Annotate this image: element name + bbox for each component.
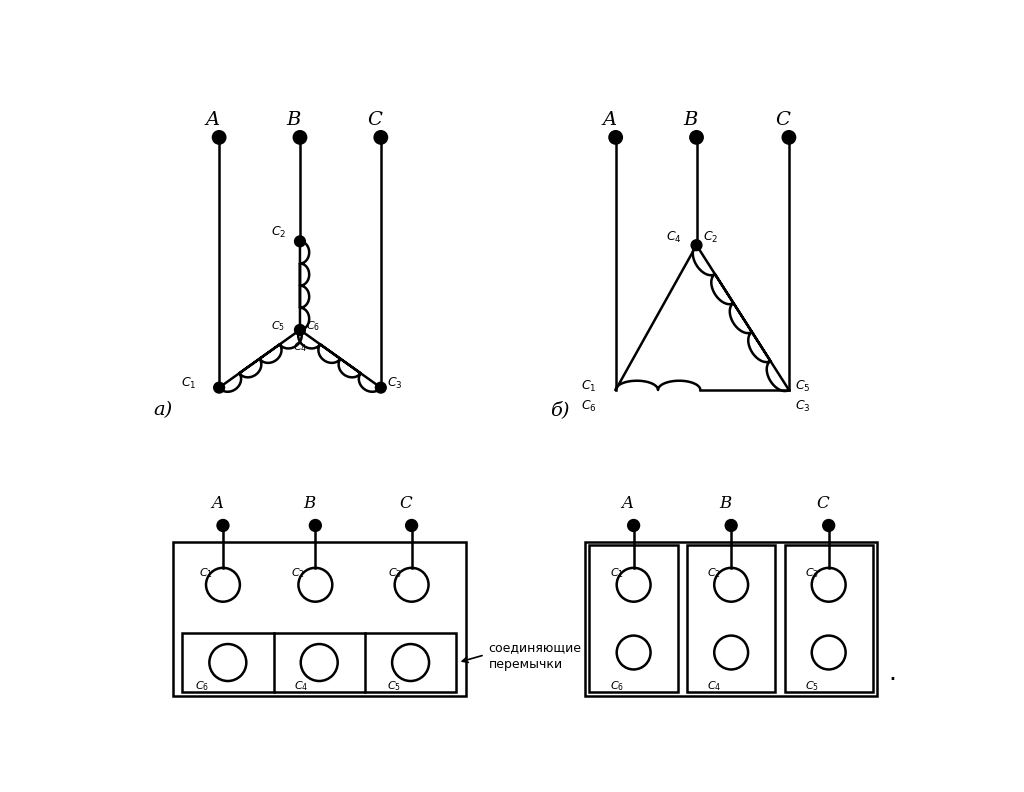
- Text: C: C: [399, 495, 412, 512]
- Text: B: B: [719, 495, 731, 512]
- Text: а): а): [154, 401, 173, 419]
- Circle shape: [726, 520, 736, 531]
- Text: .: .: [889, 661, 897, 685]
- Text: $C_5$: $C_5$: [805, 680, 819, 693]
- Text: $C_1$: $C_1$: [609, 566, 624, 580]
- Text: $C_4$: $C_4$: [707, 680, 721, 693]
- Bar: [182, 634, 457, 691]
- Text: $C_2$: $C_2$: [708, 566, 721, 580]
- Text: $C_3$: $C_3$: [387, 376, 402, 391]
- Bar: [687, 546, 775, 691]
- Text: $C_4$: $C_4$: [666, 230, 681, 245]
- Text: A: A: [211, 495, 223, 512]
- Text: C: C: [368, 112, 382, 129]
- Text: $C_2$: $C_2$: [702, 230, 718, 245]
- Text: соединяющие: соединяющие: [488, 641, 582, 653]
- Text: $C_5$: $C_5$: [271, 319, 286, 333]
- Circle shape: [375, 131, 387, 143]
- Text: C: C: [775, 112, 791, 129]
- Circle shape: [782, 131, 795, 143]
- Circle shape: [823, 520, 835, 531]
- Text: $C_6$: $C_6$: [306, 319, 321, 333]
- Circle shape: [407, 520, 417, 531]
- Text: C: C: [816, 495, 828, 512]
- Text: перемычки: перемычки: [488, 657, 563, 671]
- Circle shape: [295, 236, 305, 247]
- Circle shape: [310, 520, 321, 531]
- Text: B: B: [287, 112, 301, 129]
- Bar: [585, 542, 878, 695]
- Text: $C_2$: $C_2$: [292, 566, 305, 580]
- Text: A: A: [622, 495, 634, 512]
- Bar: [590, 546, 678, 691]
- Text: $C_5$: $C_5$: [387, 679, 400, 692]
- Circle shape: [609, 131, 622, 143]
- Circle shape: [691, 240, 701, 250]
- Text: $C_5$: $C_5$: [795, 379, 811, 394]
- Circle shape: [217, 520, 228, 531]
- Circle shape: [214, 383, 224, 393]
- Bar: [173, 542, 466, 695]
- Text: $C_4$: $C_4$: [293, 340, 307, 354]
- Text: $C_1$: $C_1$: [180, 376, 196, 391]
- Circle shape: [294, 131, 306, 143]
- Text: B: B: [303, 495, 315, 512]
- Text: б): б): [550, 401, 569, 419]
- Text: $C_3$: $C_3$: [388, 566, 401, 580]
- Text: $C_4$: $C_4$: [294, 679, 308, 692]
- Text: A: A: [602, 112, 616, 129]
- Circle shape: [295, 325, 305, 335]
- Text: $C_1$: $C_1$: [199, 566, 213, 580]
- Text: $C_1$: $C_1$: [581, 379, 596, 394]
- Text: $C_6$: $C_6$: [609, 680, 624, 693]
- Circle shape: [376, 383, 386, 393]
- Text: B: B: [683, 112, 697, 129]
- Text: $C_6$: $C_6$: [196, 679, 209, 692]
- Circle shape: [690, 131, 702, 143]
- Circle shape: [629, 520, 639, 531]
- Text: $C_2$: $C_2$: [270, 225, 286, 240]
- Text: $C_3$: $C_3$: [805, 566, 819, 580]
- Text: A: A: [206, 112, 220, 129]
- Text: $C_3$: $C_3$: [795, 399, 811, 414]
- Bar: [784, 546, 872, 691]
- Circle shape: [213, 131, 225, 143]
- Text: $C_6$: $C_6$: [581, 399, 596, 414]
